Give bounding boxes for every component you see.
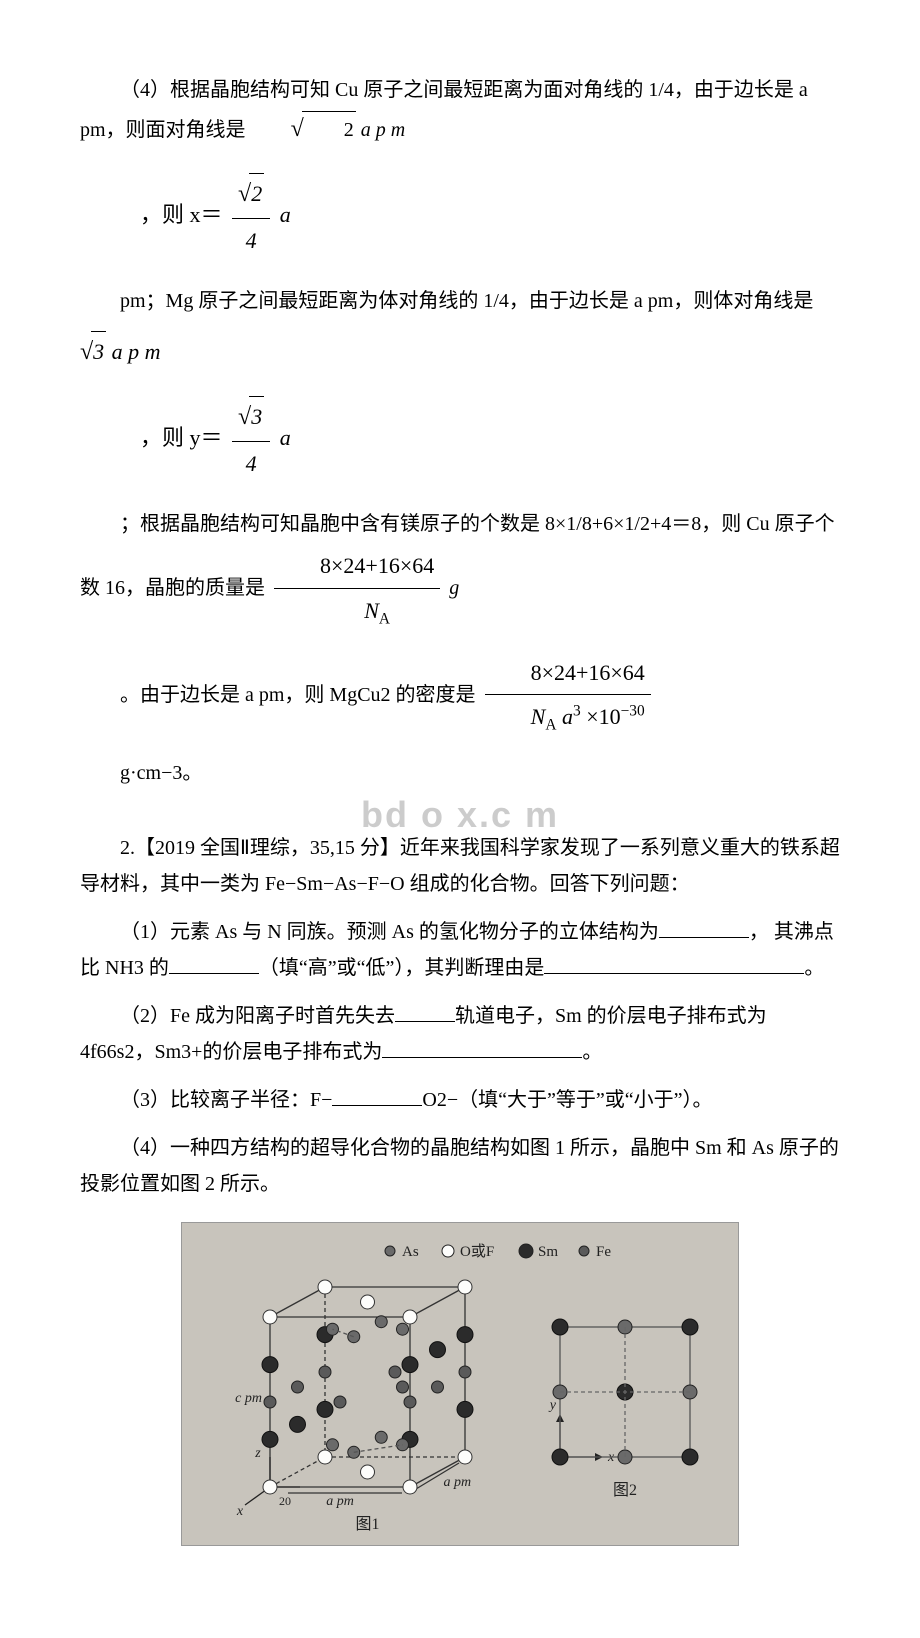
blank[interactable] — [659, 917, 749, 938]
fraction: 2 4 — [232, 173, 270, 261]
fraction: 3 4 — [232, 396, 270, 484]
mass-fraction: 8×24+16×64 NA — [274, 546, 440, 633]
text: （4）根据晶胞结构可知 Cu 原子之间最短距离为面对角线的 1/4，由于边长是 … — [80, 79, 808, 141]
blank[interactable] — [395, 1001, 455, 1022]
prefix: ，则 x＝ — [140, 202, 223, 227]
svg-text:Fe: Fe — [596, 1244, 611, 1260]
text: pm；Mg 原子之间最短距离为体对角线的 1/4，由于边长是 a pm，则体对角… — [120, 290, 813, 312]
unit-gcm3: g·cm−3。 — [80, 755, 840, 791]
paragraph-mg: pm；Mg 原子之间最短距离为体对角线的 1/4，由于边长是 a pm，则体对角… — [80, 283, 840, 319]
svg-text:a pm: a pm — [444, 1475, 472, 1490]
sqrt3-apm: 3 a p m — [80, 331, 840, 374]
paragraph-density: 。由于边长是 a pm，则 MgCu2 的密度是 8×24+16×64 NA a… — [80, 649, 840, 744]
svg-text:Sm: Sm — [538, 1244, 558, 1260]
svg-text:图1: 图1 — [355, 1516, 379, 1533]
rhs: a — [280, 202, 291, 227]
svg-text:c pm: c pm — [235, 1391, 262, 1406]
formula-x: ，则 x＝ 2 4 a — [140, 169, 840, 265]
g: g — [449, 577, 459, 599]
paragraph-4-intro: （4）根据晶胞结构可知 Cu 原子之间最短距离为面对角线的 1/4，由于边长是 … — [80, 72, 840, 151]
question-2-1: （1）元素 As 与 N 同族。预测 As 的氢化物分子的立体结构为， 其沸点比… — [80, 914, 840, 986]
density-fraction: 8×24+16×64 NA a3 ×10−30 — [485, 653, 651, 740]
question-2-title: 2.【2019 全国Ⅱ理综，35,15 分】近年来我国科学家发现了一系列意义重大… — [80, 830, 840, 902]
question-2-3: （3）比较离子半径：F−O2−（填“大于”等于”或“小于”）。 — [80, 1082, 840, 1118]
crystal-figure: AsO或FSmFexz20c pma pma pm图1xy图2 — [200, 1237, 720, 1537]
figure-box: AsO或FSmFexz20c pma pma pm图1xy图2 — [181, 1222, 739, 1546]
paragraph-mass: ；根据晶胞结构可知晶胞中含有镁原子的个数是 8×1/8+6×1/2+4＝8，则 … — [80, 506, 840, 637]
svg-text:As: As — [402, 1244, 419, 1260]
svg-text:20: 20 — [279, 1494, 291, 1508]
svg-text:z: z — [254, 1446, 261, 1461]
sqrt-suffix: a p m — [356, 119, 405, 141]
text: 。由于边长是 a pm，则 MgCu2 的密度是 — [120, 684, 476, 706]
blank[interactable] — [544, 953, 804, 974]
svg-text:a pm: a pm — [326, 1494, 354, 1509]
figure-container: AsO或FSmFexz20c pma pma pm图1xy图2 — [80, 1222, 840, 1558]
blank[interactable] — [169, 953, 259, 974]
svg-text:图2: 图2 — [613, 1482, 637, 1499]
svg-text:y: y — [548, 1398, 557, 1413]
sqrt-2apm: 2 — [251, 108, 356, 151]
blank[interactable] — [382, 1037, 582, 1058]
svg-text:O或F: O或F — [460, 1243, 494, 1260]
prefix: ，则 y＝ — [140, 425, 223, 450]
rhs: a — [280, 425, 291, 450]
svg-text:x: x — [236, 1504, 244, 1519]
sqrt: 2 — [238, 173, 264, 216]
blank[interactable] — [332, 1085, 422, 1106]
question-2-4: （4）一种四方结构的超导化合物的晶胞结构如图 1 所示，晶胞中 Sm 和 As … — [80, 1130, 840, 1202]
formula-y: ，则 y＝ 3 4 a — [140, 392, 840, 488]
question-2-2: （2）Fe 成为阳离子时首先失去轨道电子，Sm 的价层电子排布式为 4f66s2… — [80, 998, 840, 1070]
